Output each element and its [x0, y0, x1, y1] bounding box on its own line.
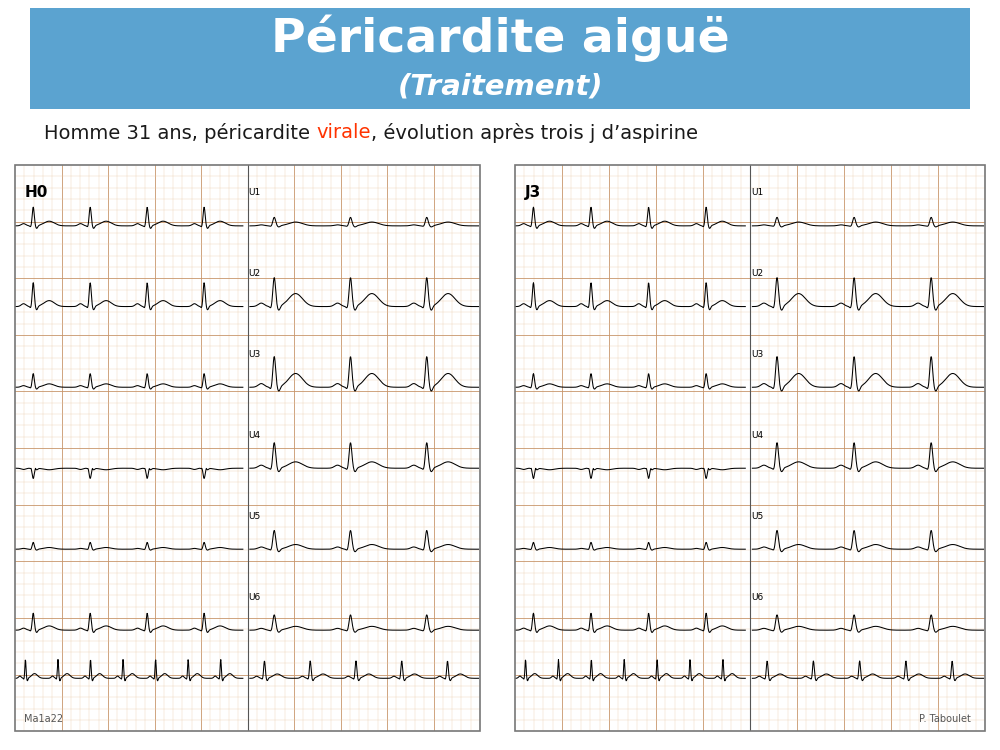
Text: (Traitement): (Traitement) — [397, 73, 603, 100]
Text: U4: U4 — [751, 430, 763, 439]
Text: Péricardite aiguë: Péricardite aiguë — [271, 14, 729, 62]
Text: U5: U5 — [248, 512, 261, 520]
Text: U6: U6 — [248, 592, 261, 602]
Text: J3: J3 — [524, 184, 541, 200]
Text: , évolution après trois j d’aspirine: , évolution après trois j d’aspirine — [371, 123, 698, 142]
Text: U3: U3 — [248, 350, 261, 358]
Text: U5: U5 — [751, 512, 763, 520]
Text: U6: U6 — [751, 592, 763, 602]
Text: virale: virale — [316, 123, 371, 142]
Text: U1: U1 — [248, 188, 261, 197]
Text: P. Taboulet: P. Taboulet — [919, 715, 971, 724]
Text: Ma1a22: Ma1a22 — [24, 715, 63, 724]
FancyBboxPatch shape — [0, 4, 1000, 112]
Text: U2: U2 — [248, 269, 261, 278]
Text: Homme 31 ans, péricardite: Homme 31 ans, péricardite — [44, 123, 316, 142]
Text: U4: U4 — [248, 430, 261, 439]
Text: H0: H0 — [24, 184, 48, 200]
Text: U3: U3 — [751, 350, 763, 358]
Text: U2: U2 — [751, 269, 763, 278]
Text: U1: U1 — [751, 188, 763, 197]
